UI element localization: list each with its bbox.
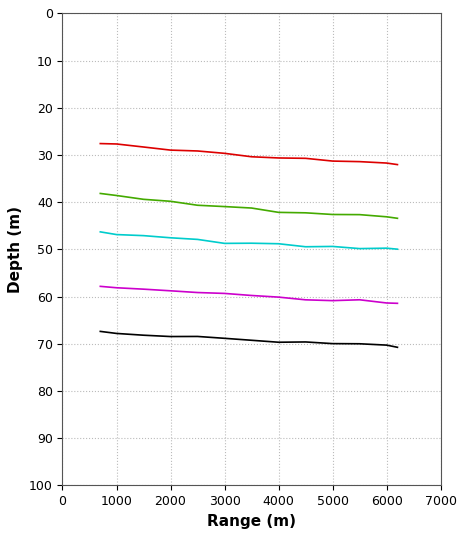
Y-axis label: Depth (m): Depth (m) <box>8 206 23 293</box>
X-axis label: Range (m): Range (m) <box>207 514 296 528</box>
